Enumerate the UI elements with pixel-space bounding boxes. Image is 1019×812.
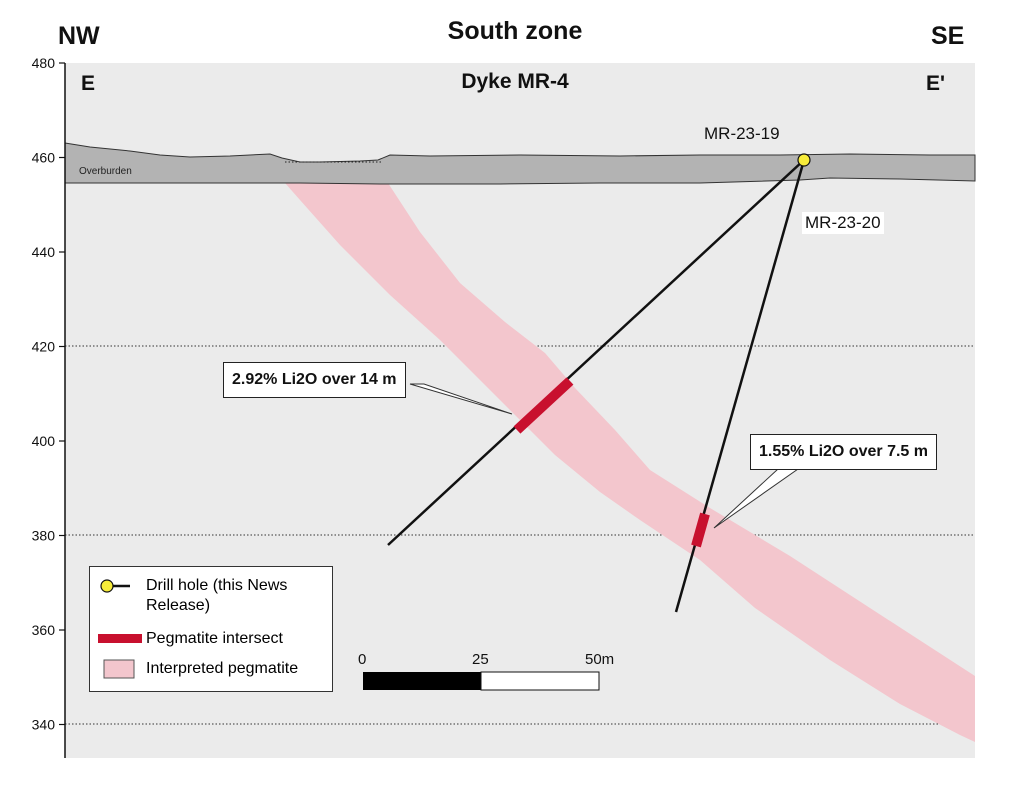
scale-label-50m: 50m <box>585 651 615 668</box>
overburden-layer <box>64 142 976 185</box>
direction-left-label: NW <box>58 22 100 50</box>
y-axis-tick-label: 400 <box>32 433 56 449</box>
pegmatite-intersect-2 <box>691 512 710 548</box>
interpreted-pegmatite-band <box>285 183 975 742</box>
diagram-title: South zone <box>447 17 583 45</box>
section-left-label: E <box>81 72 96 95</box>
diagram-subtitle: Dyke MR-4 <box>461 70 569 93</box>
y-axis-ticks: 480 460 440 420 400 380 360 340 <box>32 55 65 733</box>
legend-intersect-label: Pegmatite intersect <box>146 630 283 647</box>
drill-hole-label-mr-23-19: MR-23-19 <box>704 124 780 143</box>
legend-pegmatite-label: Interpreted pegmatite <box>146 660 299 677</box>
legend-drill-hole-label: Drill hole (this News Release) <box>146 577 288 614</box>
scale-bar <box>363 671 600 691</box>
y-axis-tick-label: 340 <box>32 717 56 733</box>
legend-pegmatite-swatch <box>103 659 135 679</box>
pegmatite-intersect-1 <box>513 377 574 434</box>
y-axis-tick-label: 420 <box>32 339 56 355</box>
y-axis-tick-label: 360 <box>32 622 56 638</box>
drill-trace-mr-23-19 <box>387 159 805 546</box>
scale-label-25: 25 <box>472 651 489 668</box>
legend: Drill hole (this News Release) Pegmatite… <box>89 566 333 692</box>
direction-right-label: SE <box>931 22 965 50</box>
scale-bar-white-segment <box>480 671 600 691</box>
legend-symbols <box>98 579 142 679</box>
legend-collar-icon <box>100 579 114 593</box>
intersect-callout-1: 2.92% Li2O over 14 m <box>223 362 406 398</box>
scale-bar-black-segment <box>363 672 481 690</box>
section-right-label: E' <box>926 72 946 95</box>
intersect-callout-2: 1.55% Li2O over 7.5 m <box>750 434 937 470</box>
drill-hole-label-mr-23-20: MR-23-20 <box>802 212 884 234</box>
callout-leader-1 <box>409 383 513 415</box>
legend-intersect-swatch <box>98 634 142 643</box>
y-axis: 480 460 440 420 400 380 360 340 <box>32 55 66 758</box>
y-axis-tick-label: 480 <box>32 55 56 71</box>
y-axis-tick-label: 460 <box>32 150 56 166</box>
overburden-label: Overburden <box>79 166 132 177</box>
drill-collar <box>797 153 811 167</box>
scale-label-0: 0 <box>358 651 367 668</box>
y-axis-tick-label: 440 <box>32 244 56 260</box>
y-axis-tick-label: 380 <box>32 528 56 544</box>
